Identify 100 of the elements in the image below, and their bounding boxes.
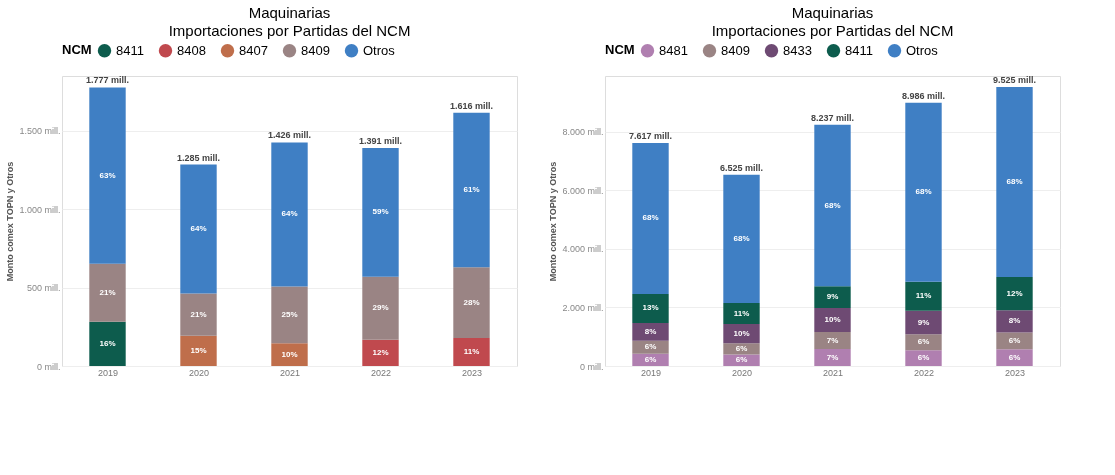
x-tick-label: 2023	[1004, 367, 1026, 378]
annotation: 11%	[915, 291, 932, 301]
bar	[453, 267, 490, 339]
bar	[271, 286, 308, 344]
bar	[180, 164, 217, 294]
bar	[362, 276, 399, 340]
bar	[271, 142, 308, 287]
annotation: 11%	[733, 308, 750, 318]
bar	[996, 349, 1033, 366]
bar	[632, 340, 669, 354]
bar	[723, 343, 760, 355]
annotation: 6%	[1008, 352, 1021, 362]
bar	[453, 338, 490, 366]
annotation: 10%	[824, 315, 841, 325]
annotation: 6%	[644, 354, 657, 364]
annotation: 6%	[644, 342, 657, 352]
bar	[362, 339, 399, 366]
bar	[271, 343, 308, 366]
x-tick-label: 2019	[97, 367, 119, 378]
bar	[453, 112, 490, 268]
total-label: 1.285 mill.	[176, 152, 221, 163]
y-tick-label: 4.000 mill.	[562, 244, 604, 255]
y-tick-label: 6.000 mill.	[562, 185, 604, 196]
bar	[905, 350, 942, 366]
bar	[905, 281, 942, 311]
legend-label: 8409	[721, 42, 750, 58]
annotation: 8%	[644, 326, 657, 336]
bar	[723, 174, 760, 304]
total-label: 8.986 mill.	[901, 90, 946, 101]
x-tick-label: 2021	[279, 367, 301, 378]
bar	[632, 293, 669, 323]
y-tick-label: 0 mill.	[579, 361, 604, 372]
bar	[632, 322, 669, 341]
annotation: 59%	[372, 207, 389, 217]
bar	[996, 276, 1033, 311]
total-label: 8.237 mill.	[810, 112, 855, 123]
annotation: 6%	[735, 355, 748, 365]
annotation: 61%	[463, 184, 480, 194]
annotation: 28%	[463, 297, 480, 307]
annotation: 10%	[733, 328, 750, 338]
bar	[89, 263, 126, 322]
bar	[996, 310, 1033, 333]
legend-title: NCM	[605, 42, 635, 57]
legend-label: 8481	[659, 42, 688, 58]
annotation: 8%	[1008, 316, 1021, 326]
bar	[814, 332, 851, 350]
annotation: 16%	[99, 338, 116, 348]
legend-label: 8407	[239, 42, 268, 58]
bar	[89, 321, 126, 366]
annotation: 29%	[372, 303, 389, 313]
legend-label: 8411	[845, 42, 873, 58]
total-label: 7.617 mill.	[628, 130, 673, 141]
chart-subtitle: Importaciones por Partidas del NCM	[168, 22, 411, 39]
y-tick-label: 2.000 mill.	[562, 302, 604, 313]
bar	[723, 303, 760, 325]
annotation: 6%	[917, 337, 930, 347]
annotation: 9%	[826, 292, 839, 302]
annotation: 12%	[1006, 288, 1023, 298]
annotation: 68%	[915, 187, 932, 197]
bar	[814, 349, 851, 366]
legend-label: 8409	[301, 42, 330, 58]
x-tick-label: 2020	[188, 367, 210, 378]
y-axis-title: Monto comex TOPN y Otros	[5, 161, 16, 282]
total-label: 6.525 mill.	[719, 162, 764, 173]
bar	[180, 335, 217, 366]
annotation: 68%	[1006, 176, 1023, 186]
y-tick-label: 500 mill.	[26, 283, 61, 294]
chart-title: Maquinarias	[248, 4, 331, 21]
annotation: 64%	[190, 223, 207, 233]
annotation: 10%	[281, 349, 298, 359]
bar	[814, 308, 851, 333]
annotation: 64%	[281, 209, 298, 219]
annotation: 21%	[99, 287, 116, 297]
annotation: 9%	[917, 317, 930, 327]
y-axis-title: Monto comex TOPN y Otros	[548, 161, 559, 282]
legend-label: 8408	[177, 42, 206, 58]
y-tick-label: 1.500 mill.	[19, 126, 61, 137]
annotation: 21%	[190, 309, 207, 319]
bar	[180, 293, 217, 336]
y-tick-label: 8.000 mill.	[562, 127, 604, 138]
bar	[723, 324, 760, 344]
chart-subtitle: Importaciones por Partidas del NCM	[711, 22, 954, 39]
annotation: 63%	[99, 170, 116, 180]
y-tick-label: 1.000 mill.	[19, 204, 61, 215]
bar	[89, 87, 126, 264]
legend-label: Otros	[363, 42, 396, 58]
annotation: 7%	[826, 352, 839, 362]
x-tick-label: 2020	[731, 367, 753, 378]
legend-label: 8411	[116, 42, 144, 58]
x-tick-label: 2019	[640, 367, 662, 378]
legend-label: Otros	[906, 42, 939, 58]
x-tick-label: 2022	[370, 367, 392, 378]
y-tick-label: 0 mill.	[36, 361, 61, 372]
annotation: 15%	[190, 345, 207, 355]
annotation: 13%	[642, 303, 659, 313]
annotation: 68%	[733, 233, 750, 243]
chart-title: Maquinarias	[791, 4, 874, 21]
bar	[362, 147, 399, 277]
x-tick-label: 2023	[461, 367, 483, 378]
total-label: 1.426 mill.	[267, 130, 312, 141]
